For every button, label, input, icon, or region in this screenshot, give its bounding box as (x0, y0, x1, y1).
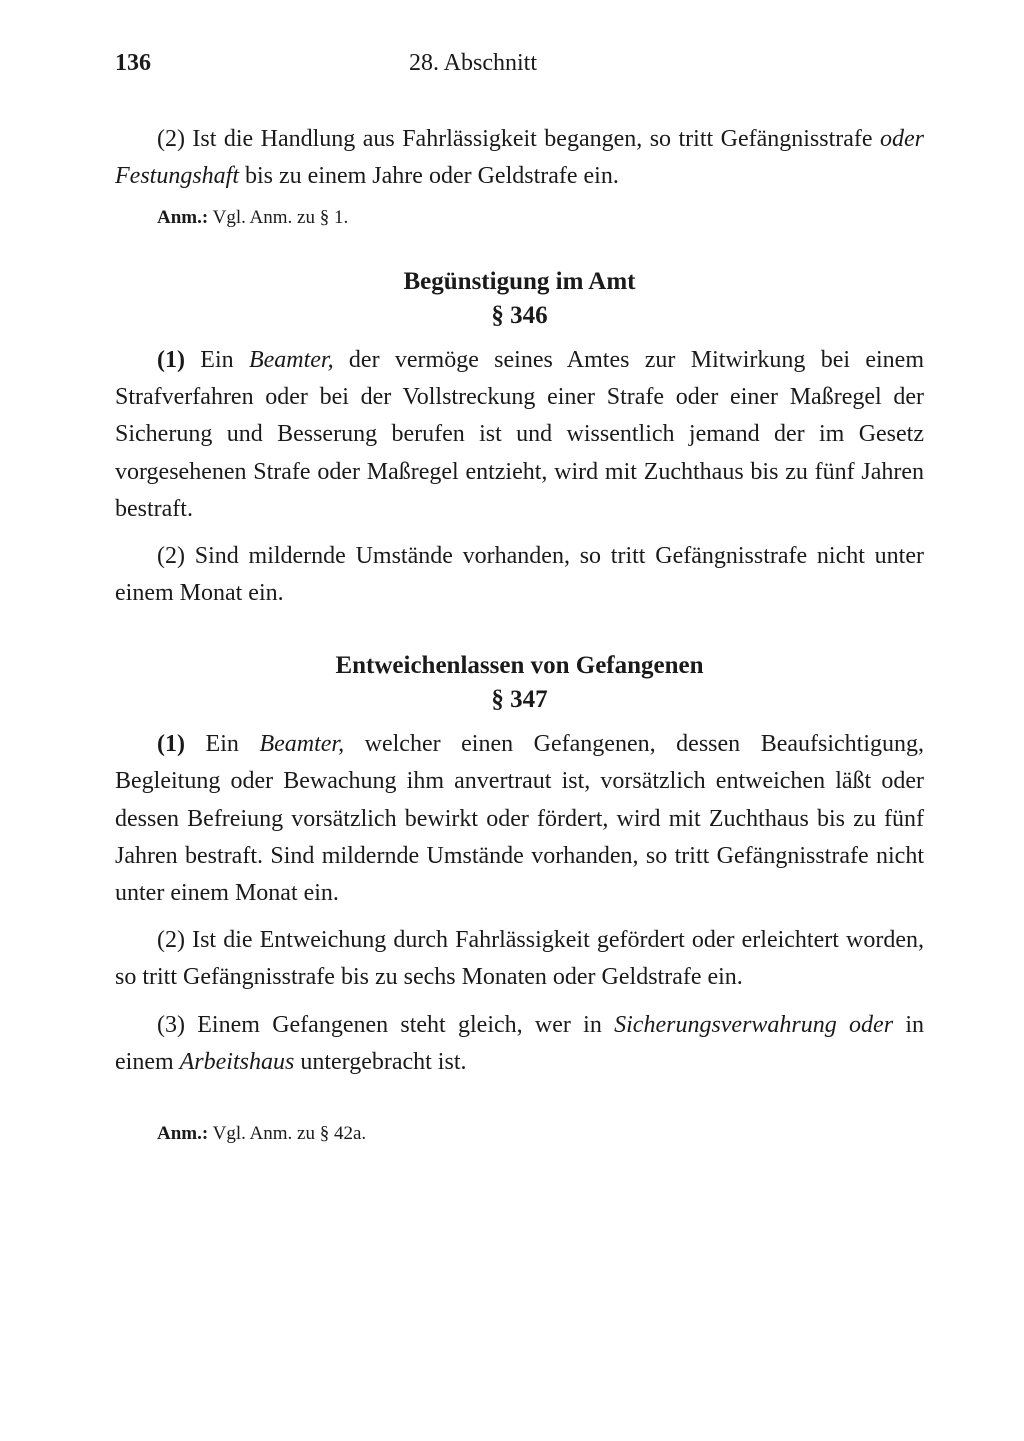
annotation-text: Vgl. Anm. zu § 42a. (208, 1123, 366, 1144)
para-text: der vermöge seines Amtes zur Mitwirkung … (115, 347, 924, 522)
annotation-label: Anm.: (157, 207, 208, 228)
annotation-text: Vgl. Anm. zu § 1. (208, 207, 348, 228)
section-heading: Entweichenlassen von Gefangenen (115, 652, 924, 680)
para-num: (1) (157, 731, 185, 757)
section-346: Begünstigung im Amt § 346 (1) Ein Beamte… (115, 268, 924, 612)
para-italic: Beamter, (259, 731, 344, 757)
annotation: Anm.: Vgl. Anm. zu § 1. (115, 205, 924, 232)
para-italic: Arbeitshaus (180, 1049, 295, 1075)
para-text: Ein (185, 731, 259, 757)
page-number: 136 (115, 50, 151, 77)
para-num: (3) (157, 1012, 185, 1038)
para-num: (2) (157, 927, 185, 953)
para-italic: Sicherungsverwahrung oder (614, 1012, 893, 1038)
para-text: Einem Gefangenen steht gleich, wer in (185, 1012, 614, 1038)
annotation-label: Anm.: (157, 1123, 208, 1144)
para-text: Ein (185, 347, 249, 373)
para-italic: Beamter, (249, 347, 334, 373)
section-number: § 347 (115, 686, 924, 714)
para-num: (2) (157, 543, 185, 569)
para-text: Sind mildernde Umstände vorhanden, so tr… (115, 543, 924, 606)
paragraph-2: (2) Ist die Entweichung durch Fahrlässig… (115, 922, 924, 996)
page-header: 136 28. Abschnitt (115, 50, 924, 77)
para-text: Ist die Handlung aus Fahrlässigkeit bega… (185, 126, 880, 152)
paragraph-1: (1) Ein Beamter, der vermöge seines Amte… (115, 342, 924, 528)
annotation: Anm.: Vgl. Anm. zu § 42a. (115, 1121, 924, 1148)
section-heading: Begünstigung im Amt (115, 268, 924, 296)
paragraph-1: (1) Ein Beamter, welcher einen Gefangene… (115, 726, 924, 912)
section-number: § 346 (115, 302, 924, 330)
para-num: (1) (157, 347, 185, 373)
paragraph-3: (3) Einem Gefangenen steht gleich, wer i… (115, 1007, 924, 1081)
intro-paragraph: (2) Ist die Handlung aus Fahrlässigkeit … (115, 121, 924, 195)
para-text: bis zu einem Jahre oder Geldstrafe ein. (239, 163, 619, 189)
para-text: welcher einen Gefangenen, dessen Beaufsi… (115, 731, 924, 906)
section-347: Entweichenlassen von Gefangenen § 347 (1… (115, 652, 924, 1081)
paragraph-2: (2) Sind mildernde Umstände vorhanden, s… (115, 538, 924, 612)
para-text: untergebracht ist. (294, 1049, 466, 1075)
section-title: 28. Abschnitt (409, 50, 537, 77)
para-num: (2) (157, 126, 185, 152)
para-text: Ist die Entweichung durch Fahrlässigkeit… (115, 927, 924, 990)
